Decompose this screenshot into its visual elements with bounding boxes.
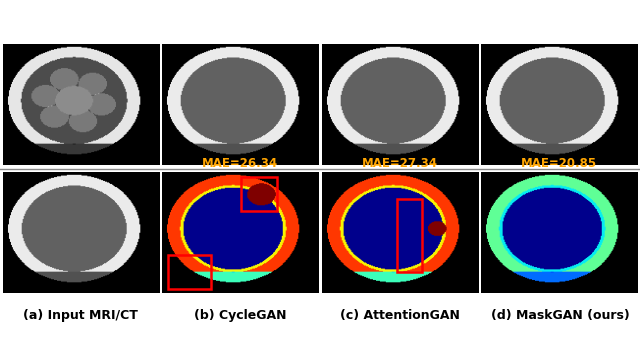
Text: (d) MaskGAN (ours): (d) MaskGAN (ours) — [491, 309, 629, 321]
Bar — [168, 255, 211, 289]
Bar — [397, 199, 422, 272]
Text: MAE=27.34: MAE=27.34 — [362, 157, 438, 170]
Text: MAE=20.85: MAE=20.85 — [521, 157, 597, 170]
Bar — [241, 177, 276, 211]
Text: (b) CycleGAN: (b) CycleGAN — [194, 309, 286, 321]
Text: (c) AttentionGAN: (c) AttentionGAN — [340, 309, 460, 321]
Text: (a) Input MRI/CT: (a) Input MRI/CT — [22, 309, 138, 321]
Text: MAE=26.34: MAE=26.34 — [202, 157, 278, 170]
